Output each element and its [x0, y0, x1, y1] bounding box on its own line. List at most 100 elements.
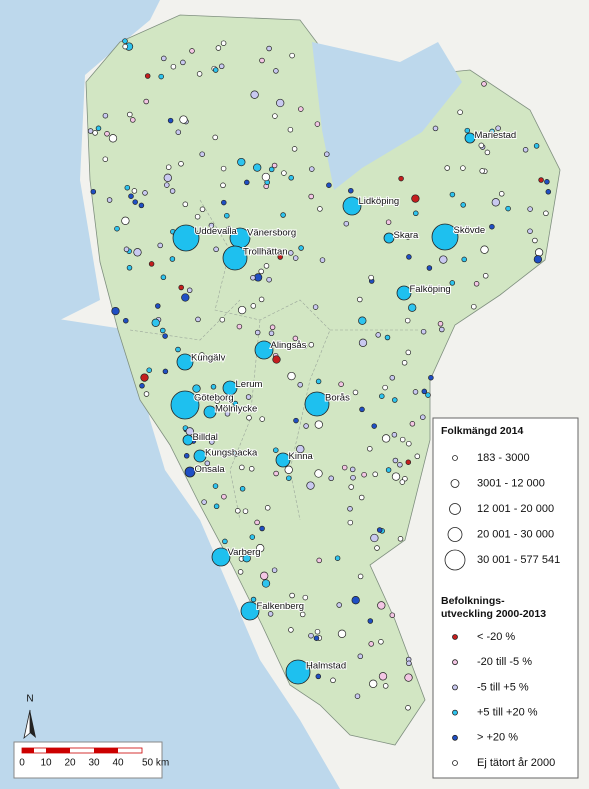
- settlement: [481, 81, 487, 87]
- settlement: [348, 187, 354, 194]
- settlement: [313, 635, 320, 641]
- settlement: [392, 397, 398, 403]
- settlements: [87, 38, 552, 711]
- settlement: [473, 281, 480, 287]
- settlement: [406, 254, 412, 260]
- settlement: [489, 128, 495, 135]
- legend-label: 3001 - 12 000: [477, 477, 545, 489]
- legend-label: -5 till +5 %: [477, 681, 529, 693]
- settlement: [288, 250, 294, 256]
- settlement: [406, 440, 412, 447]
- settlement: [381, 434, 391, 443]
- legend-size-swatch: [444, 549, 466, 571]
- settlement: [224, 411, 231, 417]
- settlement: [209, 439, 215, 445]
- settlement: [404, 317, 411, 324]
- settlement: [104, 131, 110, 137]
- settlement: [377, 601, 386, 610]
- settlement: [298, 245, 304, 251]
- settlement: [218, 63, 225, 70]
- settlement: [160, 327, 166, 334]
- scale-label: 50 km: [142, 758, 169, 769]
- settlement: [266, 276, 272, 283]
- settlement: [236, 323, 243, 330]
- settlement: [142, 190, 148, 196]
- settlement: [378, 672, 388, 681]
- settlement: [126, 265, 133, 271]
- city-marker: [254, 340, 274, 360]
- cities: Uddevalla Vänersborg Trollhättan Lidköping S…: [170, 129, 517, 685]
- settlement: [482, 273, 489, 279]
- settlement: [213, 503, 220, 510]
- settlement: [319, 257, 326, 263]
- settlement: [352, 389, 359, 396]
- settlement: [195, 316, 201, 323]
- settlement: [544, 179, 550, 185]
- city-label: Borås: [325, 393, 350, 404]
- settlement: [341, 464, 348, 471]
- settlement: [411, 194, 420, 203]
- settlement: [314, 420, 323, 429]
- settlement: [244, 179, 250, 186]
- settlement: [138, 202, 145, 209]
- settlement: [391, 472, 401, 481]
- settlement: [306, 481, 315, 490]
- settlement: [354, 693, 361, 699]
- city-label: Skara: [394, 230, 420, 241]
- legend-title: Befolknings-: [441, 595, 505, 607]
- city-marker: [184, 466, 196, 478]
- settlement: [248, 466, 255, 472]
- city-marker: [396, 285, 412, 301]
- settlement: [297, 382, 303, 388]
- settlement: [192, 384, 201, 393]
- legend-label: -20 till -5 %: [477, 656, 532, 668]
- legend-label: Ej tätort år 2000: [477, 757, 555, 769]
- settlement: [420, 414, 426, 420]
- settlement: [246, 415, 252, 421]
- settlement: [464, 127, 471, 134]
- settlement: [545, 189, 552, 195]
- legend-size-swatch: [449, 503, 461, 515]
- settlement: [338, 381, 344, 387]
- settlement: [221, 199, 227, 206]
- settlement: [266, 45, 272, 52]
- settlement: [130, 117, 136, 123]
- settlement: [405, 234, 411, 240]
- legend-color-swatch: [452, 709, 458, 716]
- settlement: [337, 629, 347, 638]
- settlement: [273, 470, 279, 477]
- settlement: [224, 212, 230, 219]
- legend-color-swatch: [452, 634, 458, 640]
- settlement: [292, 255, 299, 261]
- settlement: [330, 677, 336, 684]
- settlement: [253, 163, 262, 172]
- settlement: [369, 679, 378, 688]
- city-label: Billdal: [193, 432, 218, 443]
- settlement: [208, 222, 215, 229]
- city-marker: [431, 223, 459, 251]
- settlement: [357, 296, 363, 303]
- legend-label: < -20 %: [477, 631, 515, 643]
- settlement: [148, 261, 155, 267]
- legend-color-swatch: [452, 659, 458, 666]
- city-marker: [203, 405, 217, 419]
- settlement: [449, 280, 456, 286]
- municipal-borders: [129, 199, 420, 521]
- settlement: [106, 197, 113, 203]
- city-marker: [464, 132, 476, 144]
- settlement: [245, 394, 252, 400]
- legend-color-swatch: [452, 684, 458, 691]
- settlement: [232, 400, 239, 407]
- settlement: [161, 55, 167, 62]
- settlement: [221, 493, 227, 500]
- settlement: [405, 349, 412, 356]
- settlement: [391, 432, 398, 438]
- settlement: [425, 392, 431, 398]
- legend-label: 20 001 - 30 000: [477, 528, 554, 540]
- settlement: [254, 329, 261, 336]
- lake-vanern: [312, 42, 462, 190]
- settlement: [102, 112, 109, 119]
- city-marker: [342, 196, 362, 216]
- city-marker: [222, 245, 248, 271]
